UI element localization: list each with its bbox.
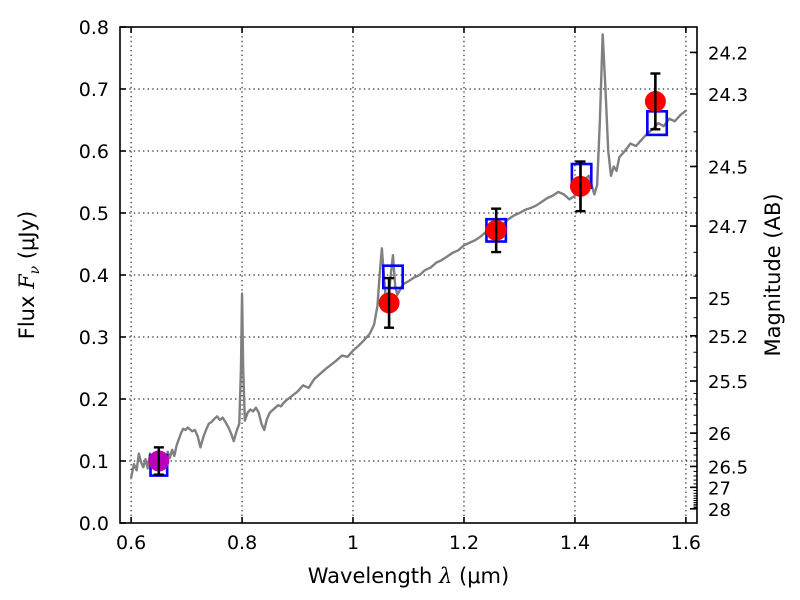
right-tick-label: 24.2 — [708, 43, 748, 64]
x-tick-label: 0.6 — [116, 532, 146, 554]
y-axis-ticks: 0.0 0.1 0.2 0.3 0.4 0.5 0.6 0.7 0.8 — [79, 17, 126, 535]
right-tick-label: 24.7 — [708, 217, 748, 238]
y-tick-label: 0.0 — [79, 513, 109, 535]
x-tick-label: 1 — [347, 532, 359, 554]
y-tick-label: 0.1 — [79, 451, 109, 473]
y-tick-label: 0.3 — [79, 327, 109, 349]
y-axis-label: Flux Fν (μJy) — [15, 211, 43, 339]
right-axis-label: Magnitude (AB) — [761, 193, 785, 356]
y-tick-label: 0.2 — [79, 389, 109, 411]
right-tick-label: 25 — [708, 289, 731, 310]
right-tick-label: 27 — [708, 478, 731, 499]
x-axis-ticks: 0.6 0.8 1 1.2 1.4 1.6 — [116, 27, 701, 554]
x-tick-label: 0.8 — [227, 532, 257, 554]
right-tick-label: 24.3 — [708, 85, 748, 106]
x-tick-label: 1.6 — [671, 532, 701, 554]
right-tick-label: 26 — [708, 424, 731, 445]
observed-photometry-markers — [148, 73, 666, 475]
y-tick-label: 0.7 — [79, 79, 109, 101]
right-tick-label: 28 — [708, 500, 731, 521]
x-tick-label: 1.2 — [449, 532, 479, 554]
y-tick-label: 0.4 — [79, 265, 109, 287]
model-square-marker — [381, 264, 404, 290]
y-tick-label: 0.5 — [79, 203, 109, 225]
right-tick-label: 24.5 — [708, 158, 748, 179]
right-tick-label: 25.2 — [708, 327, 748, 348]
y-tick-label: 0.6 — [79, 141, 109, 163]
right-tick-label: 25.5 — [708, 372, 748, 393]
x-axis-label: Wavelength λ (μm) — [308, 564, 509, 588]
right-tick-label: 26.5 — [708, 457, 748, 478]
y-tick-label: 0.8 — [79, 17, 109, 39]
x-tick-label: 1.4 — [560, 532, 590, 554]
